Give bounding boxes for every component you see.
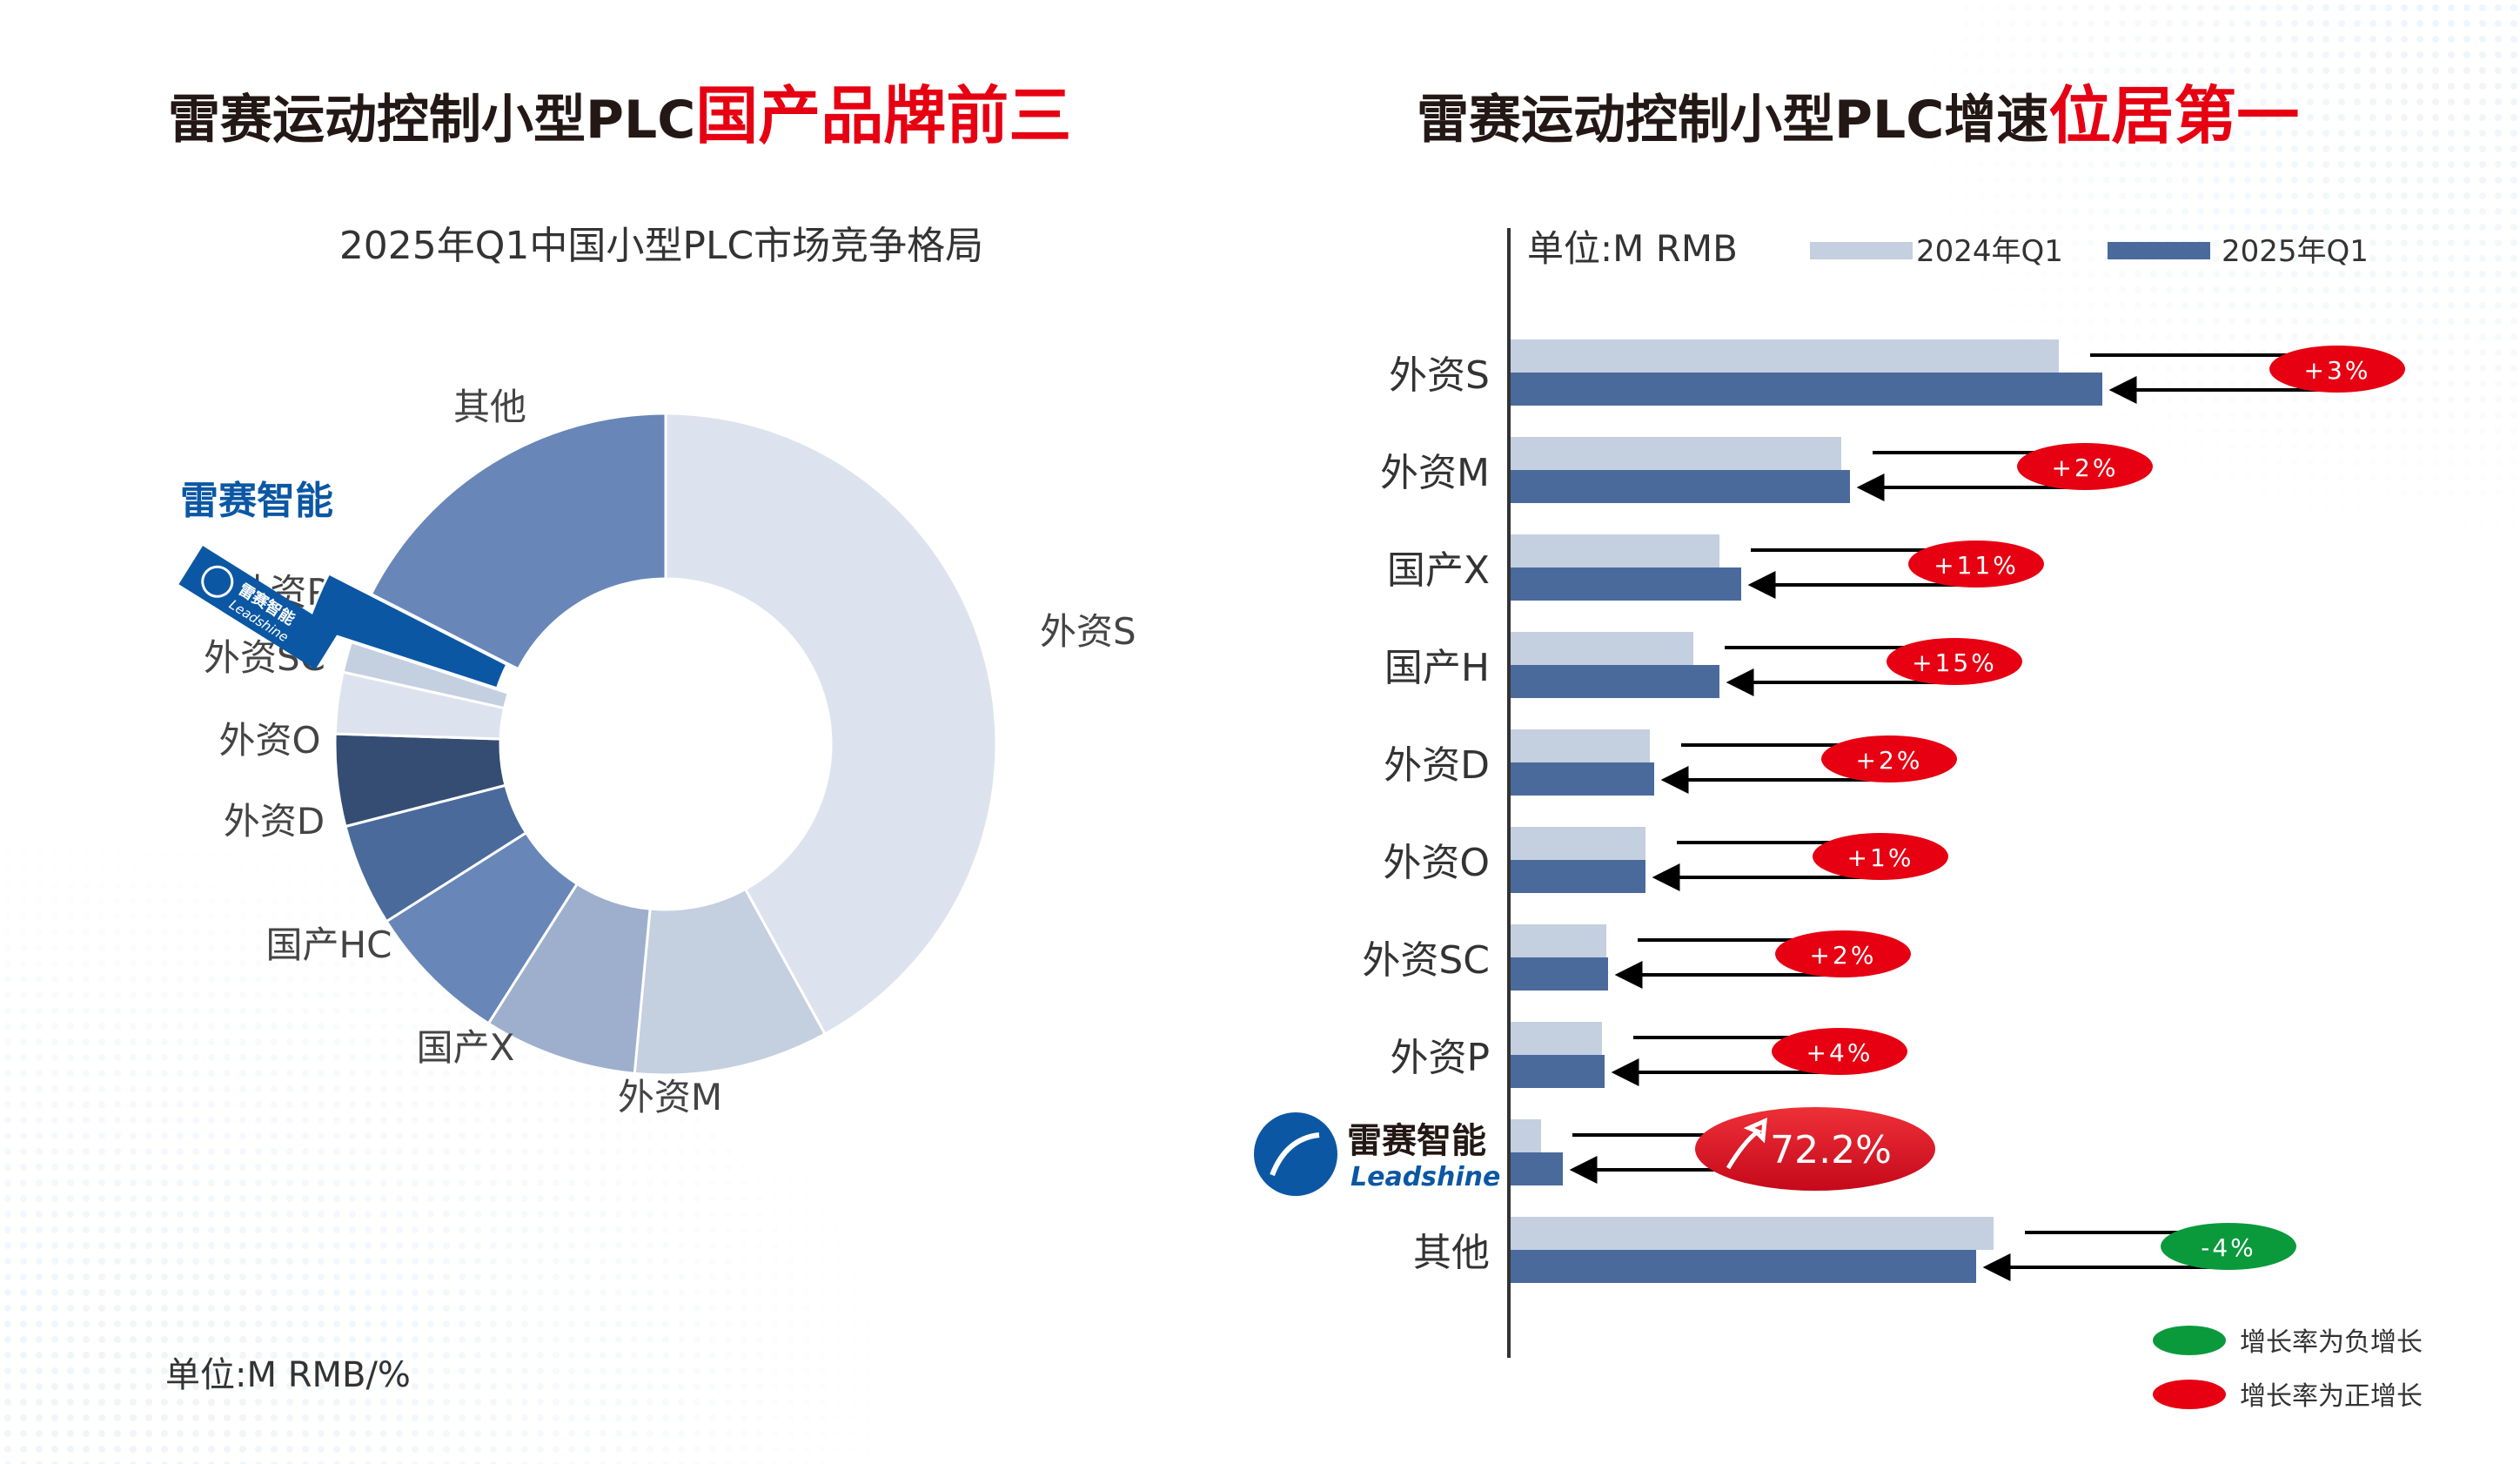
leadshine-logo-icon xyxy=(201,565,234,598)
bar-2025-item-8 xyxy=(1511,1152,1563,1185)
growth-label-item-0: +3% xyxy=(2304,356,2371,385)
bar-category-item-9: 其他 xyxy=(1413,1231,1490,1275)
bar-2024-item-5 xyxy=(1511,827,1645,860)
donut-title: 2025年Q1中国小型PLC市场竞争格局 xyxy=(339,224,983,268)
bar-category-item-7: 外资P xyxy=(1390,1036,1490,1080)
donut-label-item-8: 雷赛智能 xyxy=(180,479,333,523)
left-unit: 单位:M RMB/% xyxy=(165,1355,411,1395)
donut-label-item-0: 外资S xyxy=(1040,610,1136,653)
leadshine-logo-swoosh xyxy=(1270,1132,1320,1177)
donut-label-item-3: 国产HC xyxy=(266,923,392,966)
bar-category-item-6: 外资SC xyxy=(1362,938,1490,983)
left-heading: 雷赛运动控制小型PLC国产品牌前三 xyxy=(168,79,1071,152)
bar-2024-item-9 xyxy=(1511,1217,1994,1250)
growth-label-item-6: +2% xyxy=(1810,941,1877,970)
bar-2025-item-4 xyxy=(1511,762,1654,796)
growth-label-item-1: +2% xyxy=(2052,453,2119,482)
legend-label-2025: 2025年Q1 xyxy=(2222,234,2369,269)
legend-positive-label: 增长率为正增长 xyxy=(2240,1381,2423,1412)
leadshine-logo-circle xyxy=(1254,1112,1337,1196)
donut-chart: 外资S外资M国产X国产HC外资D外资O外资SC外资P雷赛智能雷赛智能Leadsh… xyxy=(178,386,1136,1118)
growth-badge-item-1 xyxy=(2017,443,2153,490)
bar-category-item-8: 雷赛智能 xyxy=(1347,1121,1486,1161)
bar-2024-item-2 xyxy=(1511,534,1719,567)
bar-2024-item-6 xyxy=(1511,924,1606,957)
leadshine-wordmark: Leadshine xyxy=(1350,1162,1500,1192)
donut-label-item-2: 国产X xyxy=(417,1026,515,1069)
left-heading-red: 国产品牌前三 xyxy=(695,79,1071,152)
bar-category-item-4: 外资D xyxy=(1384,743,1490,788)
legend-positive-badge xyxy=(2153,1380,2226,1409)
growth-badge-item-6 xyxy=(1775,930,1911,977)
bar-category-item-2: 国产X xyxy=(1387,548,1490,593)
donut-slice-item-9 xyxy=(369,412,667,671)
growth-badge-item-8 xyxy=(1695,1107,1935,1191)
growth-up-icon xyxy=(1726,1117,1767,1170)
legend-negative-badge xyxy=(2153,1326,2226,1355)
bar-2025-item-2 xyxy=(1511,567,1741,601)
bar-category-item-1: 外资M xyxy=(1380,451,1490,495)
growth-badge-item-9 xyxy=(2161,1223,2296,1270)
growth-badge-item-4 xyxy=(1821,735,1957,782)
bar-category-item-0: 外资S xyxy=(1389,353,1490,398)
legend-label-2024: 2024年Q1 xyxy=(1916,234,2063,269)
donut-slice-item-7 xyxy=(341,640,511,710)
bar-2024-item-4 xyxy=(1511,729,1650,762)
bar-2025-item-1 xyxy=(1511,470,1850,503)
growth-label-item-5: +1% xyxy=(1847,843,1914,872)
donut-label-item-9: 其他 xyxy=(453,386,526,428)
bar-category-item-3: 国产H xyxy=(1384,646,1490,690)
growth-label-item-4: +2% xyxy=(1856,746,1923,775)
growth-badge-item-0 xyxy=(2269,346,2405,393)
bar-2024-item-0 xyxy=(1511,339,2059,373)
growth-badge-item-2 xyxy=(1908,541,2044,588)
donut-label-item-5: 外资O xyxy=(218,719,320,762)
bar-2025-item-6 xyxy=(1511,957,1608,991)
bar-2025-item-5 xyxy=(1511,860,1645,893)
growth-label-item-7: +4% xyxy=(1806,1038,1873,1067)
growth-label-item-9: -4% xyxy=(2201,1233,2256,1262)
bar-2025-item-9 xyxy=(1511,1250,1976,1283)
donut-label-item-4: 外资D xyxy=(224,800,325,843)
growth-label-item-8: 72.2% xyxy=(1770,1128,1892,1172)
bar-2024-item-3 xyxy=(1511,632,1693,665)
growth-badge-item-5 xyxy=(1813,833,1948,880)
legend-swatch-2024 xyxy=(1810,242,1913,259)
left-heading-dark: 雷赛运动控制小型PLC xyxy=(168,90,695,151)
bar-2024-item-8 xyxy=(1511,1119,1541,1152)
bar-2025-item-0 xyxy=(1511,373,2102,406)
growth-label-item-2: +11% xyxy=(1934,551,2019,580)
growth-badge-item-3 xyxy=(1887,638,2022,685)
bar-unit: 单位:M RMB xyxy=(1527,227,1738,270)
growth-legend: 增长率为负增长 增长率为正增长 xyxy=(2153,1326,2423,1412)
legend-negative-label: 增长率为负增长 xyxy=(2240,1327,2423,1358)
bar-category-item-5: 外资O xyxy=(1383,841,1490,885)
donut-label-item-1: 外资M xyxy=(618,1076,722,1118)
donut-slice-item-0 xyxy=(664,412,998,1037)
growth-badge-item-7 xyxy=(1772,1028,1907,1075)
bar-2025-item-3 xyxy=(1511,665,1719,698)
right-heading: 雷赛运动控制小型PLC增速位居第一 xyxy=(1417,79,2299,152)
legend-swatch-2025 xyxy=(2108,242,2210,259)
right-heading-dark: 雷赛运动控制小型PLC增速 xyxy=(1417,90,2048,151)
bar-2024-item-1 xyxy=(1511,437,1841,470)
bar-chart: 单位:M RMB 2024年Q1 2025年Q1 外资S +3% 外资M +2% 国产X… xyxy=(1254,227,2405,1358)
growth-label-item-3: +15% xyxy=(1912,648,1997,677)
right-heading-red: 位居第一 xyxy=(2048,79,2299,152)
bar-2025-item-7 xyxy=(1511,1055,1605,1088)
bar-2024-item-7 xyxy=(1511,1022,1602,1055)
leadshine-badge-bg xyxy=(178,546,339,670)
